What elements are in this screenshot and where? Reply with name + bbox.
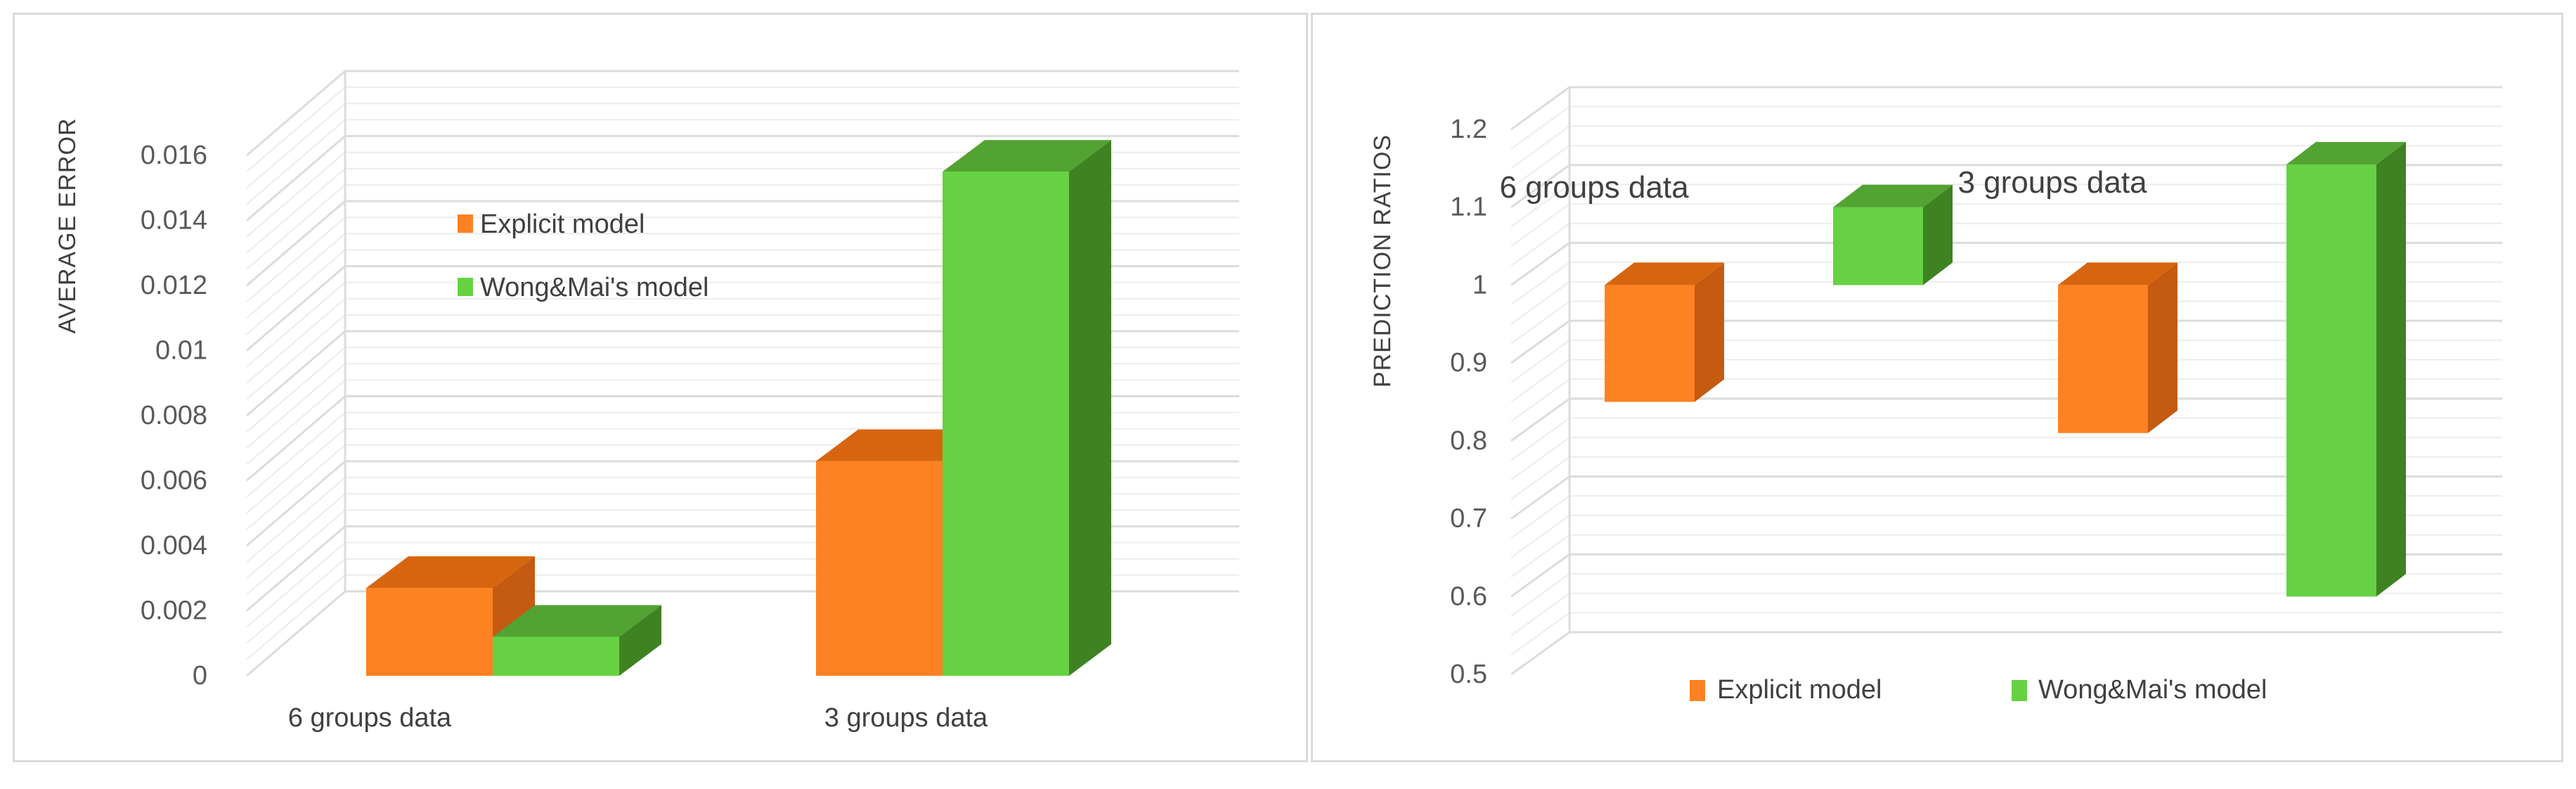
bar-wong-mai: [2286, 141, 2406, 597]
y-tick-label: 0: [193, 661, 207, 691]
y-tick-label: 0.012: [141, 271, 207, 300]
y-tick-label: 0.004: [141, 531, 207, 560]
bar-explicit: [1605, 262, 1724, 402]
gridline-major: [1510, 86, 2502, 131]
y-tick-label: 0.002: [141, 596, 207, 626]
grid: [246, 70, 1239, 677]
y-tick-label: 0.008: [141, 401, 207, 430]
y-tick-label: 0.8: [1450, 426, 1487, 456]
gridline-major: [1510, 631, 2502, 676]
average-error-chart: 0 0.002 0.004 0.006 0.008 0.01 0.012 0.014 0.016…: [54, 70, 1239, 733]
y-tick-label: 1.2: [1450, 115, 1487, 144]
y-tick-label: 0.014: [141, 206, 207, 236]
legend: Explicit model Wong&Mai's model: [1690, 675, 2267, 705]
gridline-minor: [1510, 592, 2502, 636]
chart-panel-prediction-ratios: 0.5 0.6 0.7 0.8 0.9 1 1.1 1.2 PREDICTION RATIOS…: [1311, 13, 2563, 762]
y-tick-label: 0.016: [141, 141, 207, 170]
category-label-6-groups: 6 groups data: [288, 703, 452, 733]
y-axis-ticks: 0.5 0.6 0.7 0.8 0.9 1 1.1 1.2: [1450, 115, 1487, 689]
legend-label-wong-mai: Wong&Mai's model: [2038, 675, 2267, 705]
y-tick-label: 0.01: [155, 336, 207, 366]
legend: Explicit model Wong&Mai's model: [458, 210, 708, 302]
y-tick-label: 0.6: [1450, 582, 1487, 611]
legend-swatch-explicit: [1690, 680, 1705, 701]
y-tick-label: 0.5: [1450, 660, 1487, 689]
legend-label-explicit: Explicit model: [1717, 675, 1882, 705]
bar-wong-mai: [493, 605, 661, 676]
legend-label-explicit: Explicit model: [480, 210, 645, 239]
bars: [366, 140, 1111, 676]
gridline-minor: [1510, 612, 2502, 656]
y-tick-label: 0.7: [1450, 504, 1487, 534]
annotation-6-groups: 6 groups data: [1499, 170, 1689, 205]
bars: [1605, 141, 2406, 597]
legend-label-wong-mai: Wong&Mai's model: [480, 273, 708, 302]
legend-swatch-wong-mai: [2012, 680, 2027, 701]
y-tick-label: 1.1: [1450, 193, 1487, 222]
prediction-ratios-chart: 0.5 0.6 0.7 0.8 0.9 1 1.1 1.2 PREDICTION RATIOS…: [1369, 86, 2502, 705]
bar-wong-mai: [1833, 184, 1953, 286]
category-label-3-groups: 3 groups data: [824, 703, 988, 733]
y-tick-label: 1: [1473, 270, 1487, 300]
y-axis-ticks: 0 0.002 0.004 0.006 0.008 0.01 0.012 0.014 0.016: [141, 141, 207, 691]
legend-swatch-wong-mai: [458, 278, 473, 296]
y-tick-label: 0.006: [141, 466, 207, 496]
annotation-3-groups: 3 groups data: [1957, 165, 2147, 200]
y-axis-title: AVERAGE ERROR: [54, 117, 81, 333]
y-axis-title: PREDICTION RATIOS: [1369, 134, 1396, 387]
chart-panel-average-error: 0 0.002 0.004 0.006 0.008 0.01 0.012 0.014 0.016…: [13, 13, 1308, 762]
grid: [1510, 86, 2502, 676]
bar-explicit: [366, 556, 535, 676]
bar-wong-mai: [943, 140, 1111, 676]
y-tick-label: 0.9: [1450, 348, 1487, 378]
bar-explicit: [2058, 262, 2177, 433]
legend-swatch-explicit: [458, 214, 473, 233]
